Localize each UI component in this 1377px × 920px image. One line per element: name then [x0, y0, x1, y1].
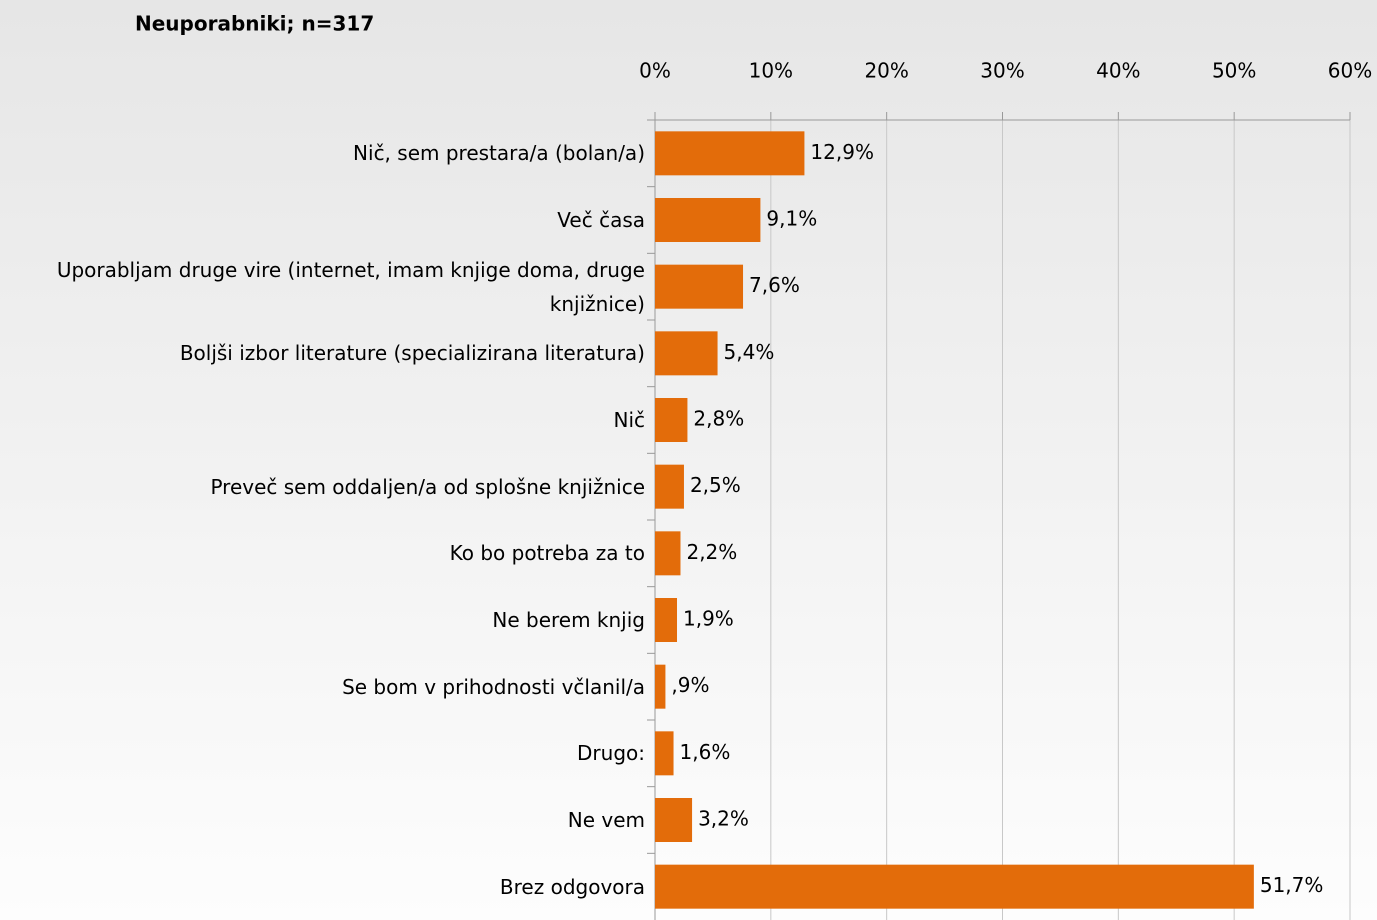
category-label: Se bom v prihodnosti včlanil/a [342, 674, 645, 699]
category-label: Več časa [557, 207, 645, 232]
data-label: 1,6% [680, 740, 731, 764]
bar [655, 198, 761, 242]
x-tick-label: 30% [980, 59, 1024, 83]
data-label: 12,9% [810, 140, 874, 164]
bar [655, 531, 681, 576]
bar [655, 798, 693, 842]
data-label: 2,8% [693, 407, 744, 431]
bar [655, 264, 744, 309]
bar [655, 131, 805, 176]
data-label: 3,2% [698, 807, 749, 831]
category-label: Boljši izbor literature (specializirana … [179, 341, 645, 366]
data-label: ,9% [671, 673, 709, 697]
x-tick-label: 0% [639, 59, 671, 83]
x-tick-label: 10% [749, 59, 793, 83]
chart-title: Neuporabniki; n=317 [135, 12, 374, 36]
x-tick-label: 20% [864, 59, 908, 83]
data-label: 1,9% [683, 607, 734, 631]
category-label: Ne vem [567, 807, 645, 832]
data-label: 2,5% [690, 473, 741, 497]
category-label: Preveč sem oddaljen/a od splošne knjižni… [210, 474, 645, 499]
data-label: 9,1% [766, 207, 817, 231]
data-label: 7,6% [749, 273, 800, 297]
data-label: 2,2% [686, 540, 737, 564]
x-tick-label: 40% [1096, 59, 1140, 83]
bar [655, 598, 678, 642]
data-label: 51,7% [1260, 873, 1324, 897]
x-tick-label: 60% [1328, 59, 1372, 83]
category-label: Brez odgovora [499, 874, 645, 899]
bar [655, 331, 718, 376]
category-label: Nič, sem prestara/a (bolan/a) [353, 141, 645, 166]
bar [655, 664, 666, 709]
category-label: Ko bo potreba za to [449, 541, 645, 566]
bar [655, 464, 684, 509]
category-label: Nič [613, 407, 645, 432]
data-label: 5,4% [724, 340, 775, 364]
x-tick-label: 50% [1212, 59, 1256, 83]
bar [655, 398, 688, 442]
category-label: Uporabljam druge vire (internet, imam kn… [56, 257, 645, 316]
category-label: Drugo: [577, 741, 645, 766]
category-label: Ne berem knjig [492, 607, 645, 632]
bar [655, 864, 1254, 909]
bar [655, 731, 674, 776]
